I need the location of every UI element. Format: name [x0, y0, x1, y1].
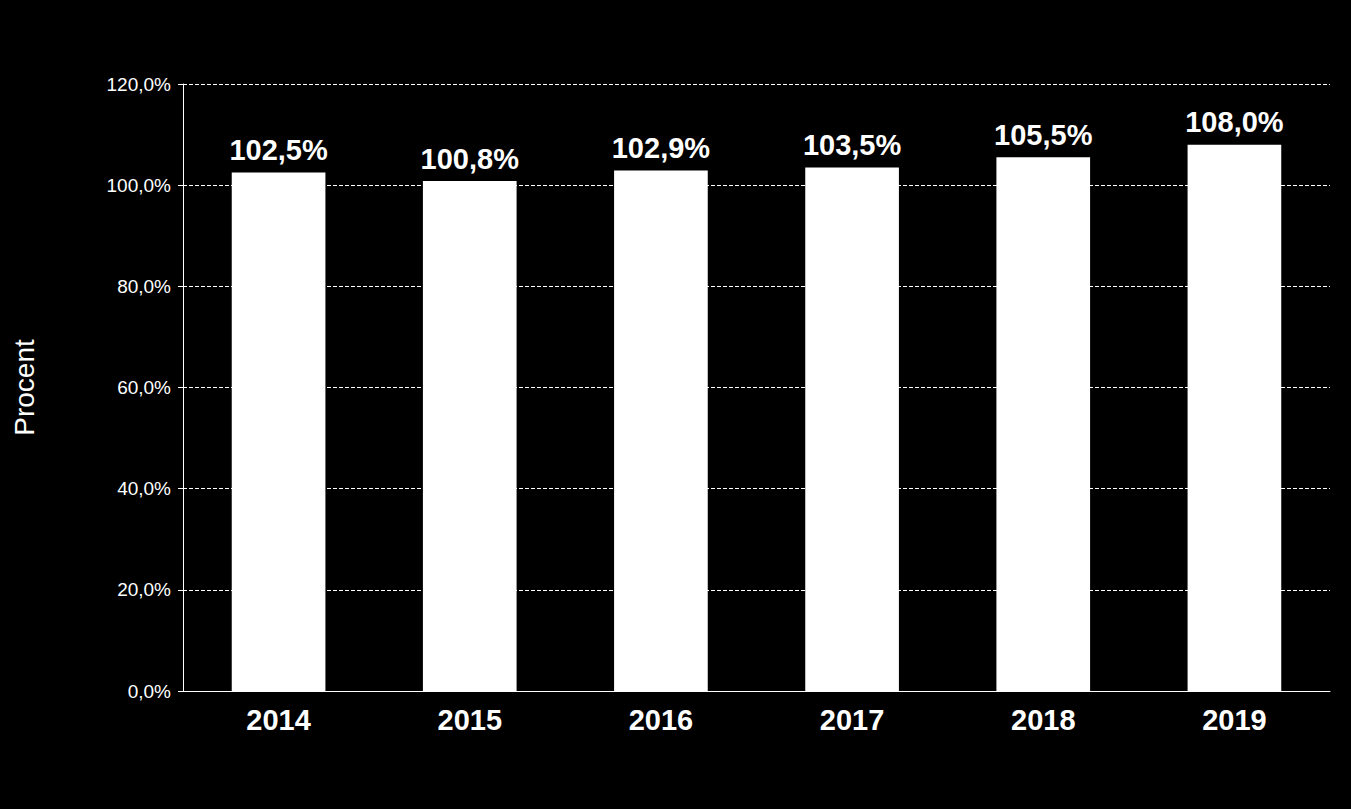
svg-text:2019: 2019	[1202, 704, 1267, 736]
svg-text:60,0%: 60,0%	[117, 377, 171, 398]
svg-text:100,8%: 100,8%	[421, 143, 520, 175]
svg-text:80,0%: 80,0%	[117, 276, 171, 297]
svg-text:0,0%: 0,0%	[128, 681, 171, 702]
svg-text:2015: 2015	[437, 704, 502, 736]
svg-text:102,5%: 102,5%	[229, 134, 328, 166]
svg-text:40,0%: 40,0%	[117, 478, 171, 499]
svg-text:Procent: Procent	[9, 339, 40, 436]
svg-text:108,0%: 108,0%	[1185, 106, 1284, 138]
svg-text:2016: 2016	[629, 704, 694, 736]
svg-text:102,9%: 102,9%	[612, 132, 711, 164]
svg-text:100,0%: 100,0%	[107, 175, 172, 196]
svg-text:20,0%: 20,0%	[117, 579, 171, 600]
svg-text:2017: 2017	[820, 704, 885, 736]
svg-text:103,5%: 103,5%	[803, 129, 902, 161]
svg-text:2014: 2014	[246, 704, 311, 736]
svg-text:120,0%: 120,0%	[107, 74, 172, 95]
svg-text:2018: 2018	[1011, 704, 1076, 736]
svg-text:105,5%: 105,5%	[994, 119, 1093, 151]
